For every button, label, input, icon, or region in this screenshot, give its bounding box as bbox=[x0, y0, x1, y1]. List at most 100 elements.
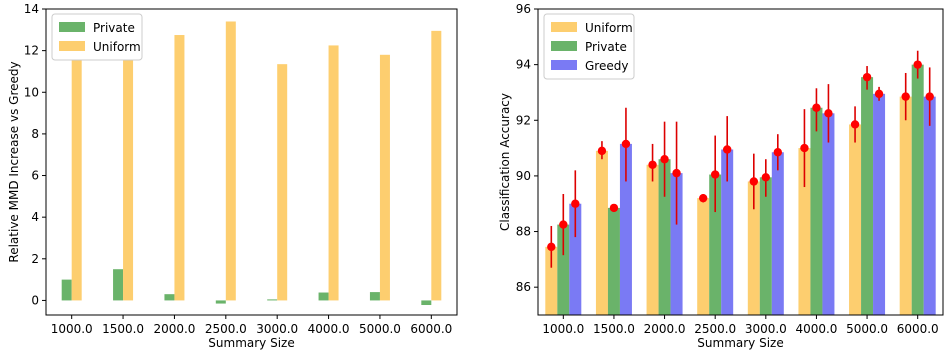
x-tick-label: 3000.0 bbox=[745, 322, 787, 336]
bar-uniform-2500.0 bbox=[697, 198, 710, 315]
y-tick-label: 96 bbox=[516, 2, 531, 16]
y-tick-label: 88 bbox=[516, 225, 531, 239]
bar-private-1500.0 bbox=[113, 269, 124, 301]
point-greedy-3000.0 bbox=[773, 148, 783, 157]
legend-swatch-uniform bbox=[551, 22, 577, 32]
bar-private-1500.0 bbox=[607, 207, 620, 315]
y-tick-label: 4 bbox=[31, 210, 39, 224]
x-tick-label: 2000.0 bbox=[153, 322, 195, 336]
point-greedy-2500.0 bbox=[722, 145, 732, 154]
bar-private-6000.0 bbox=[421, 300, 432, 306]
point-private-2000.0 bbox=[660, 155, 669, 164]
x-tick-label: 1000.0 bbox=[51, 322, 93, 336]
bar-uniform-1000.0 bbox=[71, 41, 82, 301]
y-tick-label: 92 bbox=[516, 113, 531, 127]
point-private-2500.0 bbox=[710, 170, 720, 179]
point-greedy-6000.0 bbox=[925, 92, 934, 101]
y-tick-label: 2 bbox=[31, 252, 39, 266]
bar-private-5000.0 bbox=[369, 292, 380, 301]
point-uniform-1500.0 bbox=[597, 146, 607, 156]
bar-uniform-2000.0 bbox=[646, 164, 659, 315]
bar-uniform-3000.0 bbox=[747, 181, 760, 315]
bar-greedy-6000.0 bbox=[923, 96, 936, 315]
bar-uniform-5000.0 bbox=[379, 54, 390, 301]
point-greedy-1000.0 bbox=[571, 199, 580, 208]
x-tick-label: 6000.0 bbox=[410, 322, 452, 336]
x-tick-label: 1500.0 bbox=[102, 322, 144, 336]
legend-swatch-greedy bbox=[551, 60, 577, 70]
plot-frame bbox=[45, 8, 458, 316]
x-tick-label: 1500.0 bbox=[593, 322, 635, 336]
point-greedy-4000.0 bbox=[824, 109, 833, 118]
point-uniform-4000.0 bbox=[800, 143, 809, 153]
x-tick-label: 5000.0 bbox=[359, 322, 401, 336]
bar-private-2500.0 bbox=[215, 300, 226, 304]
point-uniform-5000.0 bbox=[850, 120, 860, 129]
bar-greedy-3000.0 bbox=[771, 152, 784, 315]
bar-private-6000.0 bbox=[911, 64, 924, 315]
legend-label-uniform: Uniform bbox=[93, 40, 141, 54]
x-axis-title: Summary Size bbox=[208, 336, 294, 350]
y-tick-label: 6 bbox=[31, 169, 39, 183]
y-axis-title: Relative MMD Increase vs Greedy bbox=[7, 61, 21, 262]
bar-private-2500.0 bbox=[709, 174, 722, 315]
legend-swatch-private bbox=[551, 41, 577, 51]
bar-private-2000.0 bbox=[658, 159, 671, 315]
point-uniform-2500.0 bbox=[698, 193, 708, 203]
bar-uniform-2500.0 bbox=[225, 21, 236, 301]
legend-swatch-private bbox=[59, 22, 85, 32]
bar-greedy-1000.0 bbox=[569, 203, 582, 315]
bar-private-3000.0 bbox=[267, 299, 278, 301]
bar-uniform-6000.0 bbox=[899, 96, 912, 315]
legend-label-private: Private bbox=[585, 40, 627, 54]
bar-greedy-2000.0 bbox=[670, 173, 683, 315]
x-tick-label: 1000.0 bbox=[542, 322, 584, 336]
point-greedy-1500.0 bbox=[621, 139, 631, 149]
y-tick-label: 86 bbox=[516, 280, 531, 294]
y-tick-label: 0 bbox=[31, 293, 39, 307]
bar-uniform-2000.0 bbox=[174, 35, 185, 301]
y-tick-label: 94 bbox=[516, 58, 531, 72]
legend-label-private: Private bbox=[93, 21, 135, 35]
point-uniform-1000.0 bbox=[547, 242, 556, 252]
bar-private-4000.0 bbox=[318, 292, 329, 301]
x-tick-label: 5000.0 bbox=[846, 322, 888, 336]
x-tick-label: 2500.0 bbox=[205, 322, 247, 336]
point-uniform-2000.0 bbox=[648, 160, 657, 169]
bar-uniform-3000.0 bbox=[277, 64, 288, 301]
y-tick-label: 8 bbox=[31, 127, 39, 141]
bar-uniform-1500.0 bbox=[123, 44, 134, 301]
point-private-1500.0 bbox=[609, 203, 619, 213]
classification-accuracy-chart: 86 88 90 92 94 96 1000.0 1500.0 2000.0 2500.0 3000… bbox=[498, 2, 944, 350]
x-tick-label: 4000.0 bbox=[795, 322, 837, 336]
point-private-1000.0 bbox=[559, 220, 568, 229]
point-uniform-3000.0 bbox=[749, 177, 759, 186]
point-private-3000.0 bbox=[761, 173, 771, 182]
bar-greedy-2500.0 bbox=[721, 149, 734, 315]
bar-uniform-4000.0 bbox=[798, 148, 811, 315]
point-private-5000.0 bbox=[862, 72, 872, 82]
legend: Uniform Private Greedy bbox=[543, 13, 635, 80]
legend-label-greedy: Greedy bbox=[585, 59, 628, 73]
point-greedy-5000.0 bbox=[874, 89, 884, 99]
point-private-6000.0 bbox=[913, 60, 922, 69]
bar-uniform-6000.0 bbox=[431, 30, 442, 301]
bar-private-5000.0 bbox=[861, 77, 874, 316]
bar-private-2000.0 bbox=[164, 294, 175, 301]
x-tick-label: 3000.0 bbox=[256, 322, 298, 336]
mmd-increase-chart: 0 2 4 6 8 10 12 14 1000.0 1500.0 2000.0 2500.0 3000.… bbox=[7, 2, 458, 350]
legend-label-uniform: Uniform bbox=[585, 21, 633, 35]
bar-private-1000.0 bbox=[557, 224, 570, 315]
bar-greedy-1500.0 bbox=[619, 143, 632, 315]
bar-uniform-1000.0 bbox=[545, 246, 558, 315]
plot-frame bbox=[537, 8, 944, 316]
x-tick-label: 2500.0 bbox=[694, 322, 736, 336]
y-tick-label: 10 bbox=[24, 85, 39, 99]
bar-uniform-5000.0 bbox=[849, 124, 862, 315]
point-private-4000.0 bbox=[812, 103, 821, 112]
x-tick-label: 6000.0 bbox=[897, 322, 939, 336]
bar-greedy-4000.0 bbox=[822, 113, 835, 315]
point-uniform-6000.0 bbox=[901, 92, 910, 101]
point-greedy-2000.0 bbox=[672, 168, 681, 178]
